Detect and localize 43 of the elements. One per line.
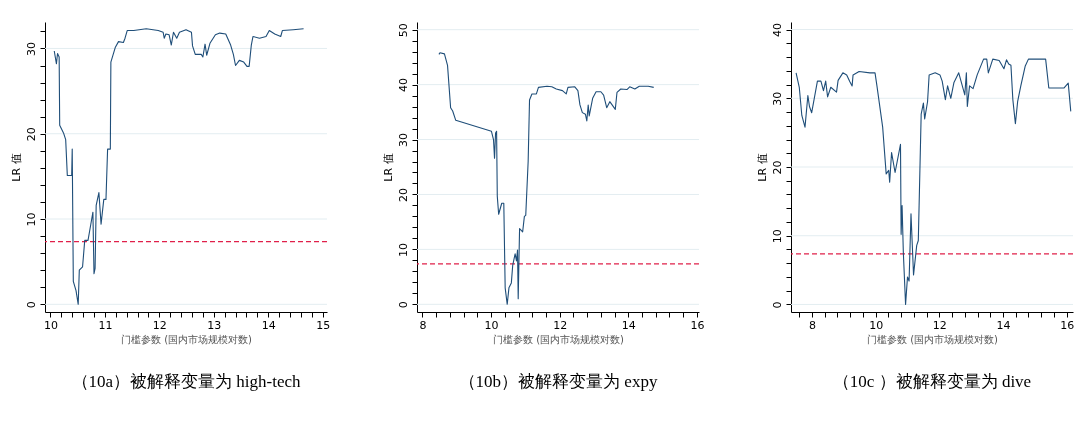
x-tick-label: 12 xyxy=(553,318,568,332)
y-axis-title: LR 值 xyxy=(755,153,769,182)
y-tick-label: 30 xyxy=(24,41,38,56)
y-axis-title: LR 值 xyxy=(9,153,23,182)
x-tick-label: 10 xyxy=(869,318,884,332)
y-tick-label: 0 xyxy=(24,301,38,309)
y-tick-label: 10 xyxy=(770,229,784,244)
y-tick-label: 20 xyxy=(24,127,38,142)
x-tick-label: 8 xyxy=(809,318,817,332)
line-series xyxy=(53,28,305,305)
x-tick-label: 14 xyxy=(621,318,636,332)
x-axis-title: 门槛参数 (国内市场规模对数) xyxy=(121,333,253,345)
line-series xyxy=(438,52,655,305)
x-tick-label: 11 xyxy=(98,318,113,332)
y-tick-label: 50 xyxy=(396,23,410,38)
x-axis-title: 门槛参数 (国内市场规模对数) xyxy=(493,333,625,345)
x-tick-label: 16 xyxy=(1060,318,1075,332)
text: （10c ）被解释变量为 dive xyxy=(832,372,1032,391)
y-tick-label: 40 xyxy=(770,23,784,38)
x-tick-label: 13 xyxy=(207,318,222,332)
x-tick-label: 12 xyxy=(152,318,167,332)
y-tick-label: 0 xyxy=(396,301,410,309)
y-tick-label: 30 xyxy=(396,133,410,148)
y-tick-label: 10 xyxy=(24,212,38,227)
x-tick-label: 14 xyxy=(261,318,276,332)
x-tick-label: 10 xyxy=(484,318,499,332)
x-tick-label: 10 xyxy=(43,318,58,332)
text: （10a）被解释变量为 high-tech xyxy=(71,372,301,391)
x-tick-label: 12 xyxy=(932,318,947,332)
x-axis-title: 门槛参数 (国内市场规模对数) xyxy=(867,333,999,345)
y-tick-label: 20 xyxy=(396,187,410,202)
x-tick-label: 15 xyxy=(316,318,331,332)
text: （10b）被解释变量为 expy xyxy=(458,372,658,391)
line-series xyxy=(795,58,1072,305)
x-tick-label: 14 xyxy=(996,318,1011,332)
y-tick-label: 20 xyxy=(770,160,784,175)
y-axis-title: LR 值 xyxy=(381,153,395,182)
y-tick-label: 10 xyxy=(396,242,410,257)
x-tick-label: 8 xyxy=(419,318,427,332)
y-tick-label: 30 xyxy=(770,91,784,106)
y-tick-label: 40 xyxy=(396,78,410,93)
x-tick-label: 16 xyxy=(690,318,705,332)
y-tick-label: 0 xyxy=(770,301,784,309)
